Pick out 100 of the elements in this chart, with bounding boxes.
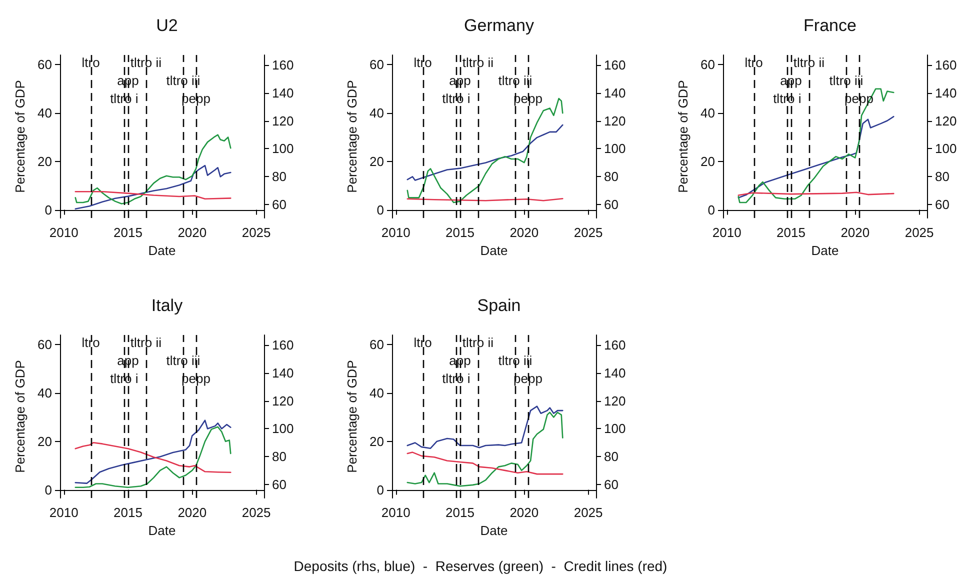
ref-line-label: app [449, 353, 471, 368]
chart-title: Spain [477, 296, 521, 315]
y-tick-label: 60 [370, 57, 384, 72]
y2-tick-label: 80 [935, 169, 950, 184]
ref-line-label: tltro ii [130, 335, 162, 350]
y-tick-label: 40 [38, 106, 52, 121]
ref-line-label: tltro iii [166, 73, 200, 88]
x-tick-label: 2015 [114, 505, 142, 520]
x-tick-label: 2020 [840, 225, 870, 240]
y2-tick-label: 60 [272, 477, 286, 492]
ref-line-label: app [780, 73, 802, 88]
ref-line-label: ltro [744, 55, 763, 70]
ref-line-label: tltro iii [498, 73, 532, 88]
y-tick-label: 20 [370, 434, 384, 449]
ref-line-label: tltro ii [462, 55, 494, 70]
y2-tick-label: 80 [604, 449, 618, 464]
x-tick-label: 2020 [178, 505, 207, 520]
ref-line-label: app [117, 353, 139, 368]
y2-tick-label: 100 [272, 141, 294, 156]
x-tick-label: 2010 [381, 505, 410, 520]
y2-tick-label: 60 [604, 197, 618, 212]
y2-tick-label: 80 [272, 169, 286, 184]
y2-tick-label: 100 [604, 141, 626, 156]
y-axis-title: Percentage of GDP [12, 80, 28, 193]
y-tick-label: 0 [44, 202, 52, 218]
x-tick-label: 2025 [574, 225, 603, 240]
x-tick-label: 2020 [510, 505, 539, 520]
line-series [738, 88, 894, 204]
x-tick-label: 2025 [904, 225, 934, 240]
line-series [74, 134, 232, 204]
y-tick-label: 20 [370, 154, 384, 169]
y-axis-title: Percentage of GDP [12, 360, 28, 473]
x-tick-label: 2015 [446, 505, 474, 520]
line-series [74, 190, 232, 200]
y-tick-label: 60 [38, 337, 52, 352]
y-axis-title: Percentage of GDP [676, 80, 691, 193]
ref-line-label: tltro ii [793, 55, 825, 70]
ref-line-label: tltro iii [829, 73, 864, 88]
x-tick-label: 2020 [178, 225, 207, 240]
y-tick-label: 60 [700, 57, 715, 72]
y-tick-label: 0 [44, 482, 52, 498]
y2-tick-label: 100 [935, 141, 957, 156]
x-axis-title: Date [480, 243, 508, 258]
x-tick-label: 2015 [446, 225, 474, 240]
x-tick-label: 2025 [242, 225, 271, 240]
line-series [406, 124, 564, 181]
y2-tick-label: 160 [604, 57, 626, 72]
chart-title: U2 [156, 16, 178, 35]
y2-tick-label: 60 [272, 197, 286, 212]
y2-tick-label: 160 [272, 337, 294, 352]
x-axis-title: Date [811, 243, 839, 258]
line-series [406, 406, 564, 449]
y2-tick-label: 80 [604, 169, 618, 184]
x-tick-label: 2010 [381, 225, 410, 240]
y-tick-label: 0 [376, 202, 384, 218]
x-axis-title: Date [148, 523, 176, 538]
ref-line-label: app [117, 73, 139, 88]
y-tick-label: 40 [38, 386, 52, 401]
y2-tick-label: 100 [272, 421, 294, 436]
y2-tick-label: 120 [604, 113, 626, 128]
ref-line-label: ltro [82, 335, 100, 350]
y-tick-label: 40 [370, 106, 384, 121]
chart-title: Germany [464, 16, 534, 35]
y2-tick-label: 140 [272, 85, 294, 100]
x-axis-title: Date [480, 523, 508, 538]
y2-tick-label: 160 [604, 337, 626, 352]
y2-tick-label: 120 [935, 113, 957, 128]
ref-line-label: pepp [182, 91, 210, 106]
y-tick-label: 20 [38, 154, 52, 169]
x-axis-title: Date [148, 243, 176, 258]
y2-tick-label: 140 [604, 365, 626, 380]
ref-line-label: app [449, 73, 471, 88]
line-series [74, 420, 232, 484]
ref-line-label: pepp [514, 371, 542, 386]
chart-title: France [804, 16, 856, 35]
y2-tick-label: 140 [935, 85, 957, 100]
x-tick-label: 2025 [242, 505, 271, 520]
line-series [406, 452, 564, 475]
ref-line-label: tltro i [110, 371, 138, 386]
y-tick-label: 40 [370, 386, 384, 401]
x-tick-label: 2025 [574, 505, 603, 520]
line-series [738, 116, 894, 198]
line-series [406, 412, 564, 487]
y2-tick-label: 140 [604, 85, 626, 100]
y-tick-label: 20 [38, 434, 52, 449]
x-tick-label: 2015 [776, 225, 806, 240]
ref-line-label: tltro i [442, 371, 470, 386]
y2-tick-label: 120 [272, 393, 294, 408]
line-series [74, 164, 232, 210]
ref-line-label: ltro [414, 55, 432, 70]
x-tick-label: 2010 [712, 225, 742, 240]
y-tick-label: 0 [376, 482, 384, 498]
text: Deposits (rhs, blue) - Reserves (green) - Credit lines (red) [292, 558, 668, 574]
ref-line-label: tltro ii [130, 55, 162, 70]
y-axis-title: Percentage of GDP [344, 80, 360, 193]
y-tick-label: 60 [38, 57, 52, 72]
y2-tick-label: 60 [935, 197, 950, 212]
ref-line-label: tltro i [110, 91, 138, 106]
y2-tick-label: 160 [272, 57, 294, 72]
y2-tick-label: 140 [272, 365, 294, 380]
